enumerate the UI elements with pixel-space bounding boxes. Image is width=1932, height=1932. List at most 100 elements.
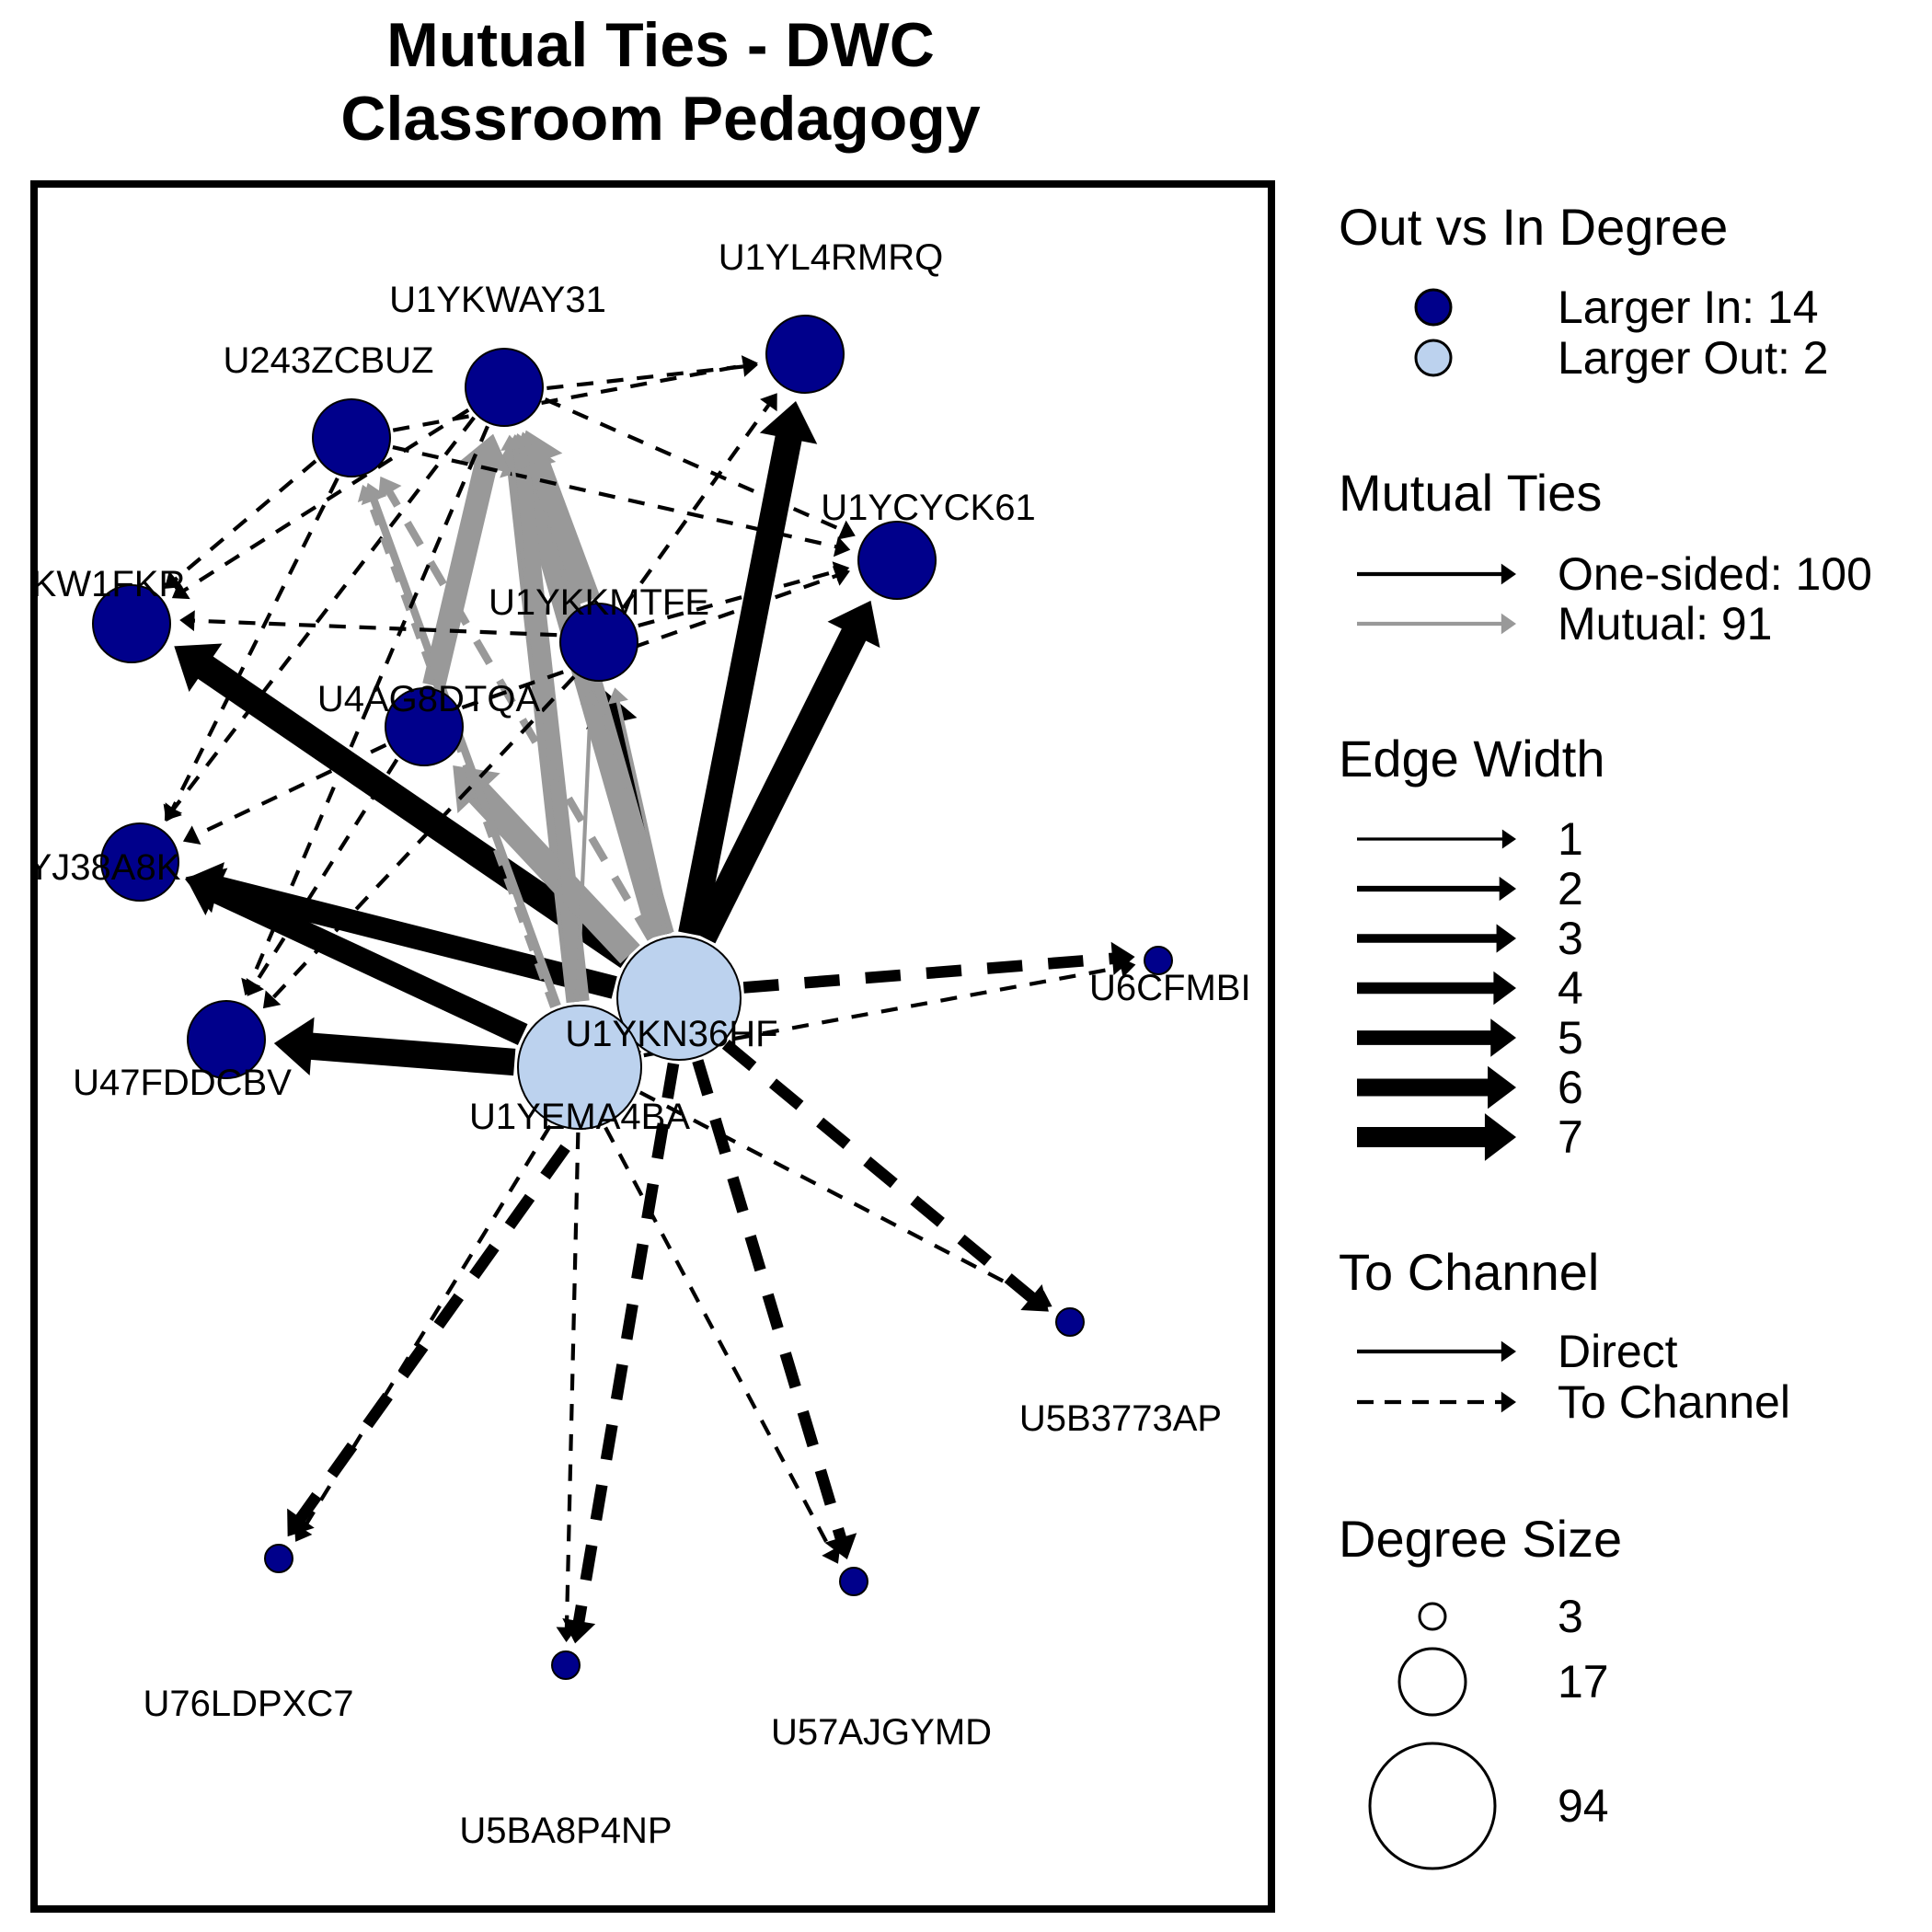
edge-u1ykn36hf-to-u1ykway31 — [516, 431, 669, 935]
legend-width-item-3: 3 — [1357, 913, 1583, 964]
edge-u1yema4ba-to-u1ykkmtfe — [575, 689, 602, 1002]
edge-u1ykn36hf-to-u1ykkmtfe — [607, 687, 673, 934]
edge-u1yema4ba-to-u6cfmbi — [643, 957, 1136, 1058]
edge-u1yema4ba-to-u76ldpxc7 — [293, 1124, 552, 1542]
legend-channel-title: To Channel — [1339, 1243, 1599, 1301]
node-u6cfmbi[interactable] — [1144, 946, 1173, 975]
edge-u243zcbuz-to-u1yl4rmrq — [392, 355, 758, 432]
node-label-u6cfmbi: U6CFMBI — [1089, 968, 1251, 1008]
edge-u1ykn36hf-to-u76ldpxc7 — [287, 1044, 641, 1537]
edge-u1yema4ba-to-u5b3773ap — [638, 1090, 1052, 1309]
legend-mutual-line — [1357, 613, 1516, 635]
edge-u1yema4ba-to-u47fddcbv — [273, 1017, 516, 1076]
legend-width-label-4: 4 — [1558, 962, 1583, 1014]
edge-u1ykn36hf-to-u57ajgymd — [692, 1059, 857, 1560]
node-label-u1ykn36hf: U1YKN36HF — [565, 1014, 777, 1054]
edge-u4ag8dtqa-to-u1ykway31 — [422, 433, 512, 689]
node-label-kw1fkr: KW1FKR — [32, 564, 186, 604]
legend-width-label-1: 1 — [1558, 813, 1583, 865]
edge-u243zcbuz-to-u1ycyck61 — [392, 445, 851, 558]
legend-larger-out-label: Larger Out: 2 — [1558, 332, 1829, 384]
node-u57ajgymd[interactable] — [839, 1567, 868, 1596]
node-u1yema4ba[interactable] — [517, 1005, 642, 1130]
edge-u1ykway31-to-u1ycyck61 — [544, 397, 856, 540]
node-u76ldpxc7[interactable] — [264, 1544, 293, 1573]
node-u1yl4rmrq[interactable] — [765, 315, 845, 394]
legend-to-channel-line — [1357, 1391, 1516, 1413]
edge-u1yema4ba-to-yj38a8k — [185, 868, 528, 1045]
node-u1ykway31[interactable] — [465, 348, 544, 427]
legend-one-sided-line — [1357, 563, 1516, 585]
legend-direct-label: Direct — [1558, 1326, 1678, 1377]
legend-width-item-5: 5 — [1357, 1012, 1583, 1064]
legend-width-item-7: 7 — [1357, 1111, 1583, 1163]
edge-u1ykn36hf-to-u243zcbuz — [377, 476, 654, 941]
edge-u1ykway31-to-u47fddcbv — [241, 425, 489, 996]
legend-size-small-circle — [1418, 1602, 1447, 1631]
node-label-u243zcbuz: U243ZCBUZ — [224, 340, 434, 381]
legend-to-channel-label: To Channel — [1558, 1376, 1790, 1428]
legend-width-item-1: 1 — [1357, 813, 1583, 865]
node-label-u1ykway31: U1YKWAY31 — [389, 280, 606, 320]
legend-width-title: Edge Width — [1339, 730, 1605, 788]
node-u243zcbuz[interactable] — [312, 398, 391, 477]
edge-u1ykway31-to-yj38a8k — [164, 416, 476, 822]
nodes-layer — [92, 315, 1173, 1680]
node-yj38a8k[interactable] — [100, 822, 179, 902]
node-u1ykn36hf[interactable] — [616, 936, 742, 1061]
legend-size-title: Degree Size — [1339, 1510, 1622, 1568]
edge-u4ag8dtqa-to-yj38a8k — [182, 742, 387, 845]
node-u1ycyck61[interactable] — [857, 521, 937, 600]
node-label-u1ykkmtfe: U1YKKMTFE — [489, 582, 709, 623]
edge-u1ykn36hf-to-u5b3773ap — [721, 1040, 1049, 1312]
node-label-yj38a8k: YJ38A8K — [28, 847, 181, 888]
legend-larger-in-swatch — [1414, 288, 1453, 327]
legend-size-small-label: 3 — [1558, 1591, 1583, 1642]
node-u5b3773ap[interactable] — [1055, 1307, 1085, 1337]
legend-width-label-3: 3 — [1558, 913, 1583, 964]
edge-u1ykn36hf-to-u5ba8p4np — [562, 1062, 680, 1644]
node-labels-layer: U1YL4RMRQ U1YKWAY31 U243ZCBUZ U1YCYCK61 KW1F… — [28, 237, 1251, 1851]
legend-width-item-2: 2 — [1357, 863, 1583, 914]
edge-u1yema4ba-to-u5ba8p4np — [556, 1132, 581, 1643]
edge-u1yema4ba-to-u57ajgymd — [604, 1126, 841, 1564]
figure-title-line-2: Classroom Pedagogy — [340, 84, 980, 154]
node-label-u1ycyck61: U1YCYCK61 — [821, 488, 1035, 528]
edge-u1ykway31-to-u1yl4rmrq — [546, 356, 758, 391]
legend-size-large-circle — [1368, 1742, 1497, 1870]
legend-mutual-label: Mutual: 91 — [1558, 598, 1772, 650]
edge-u1yema4ba-to-u1ykway31 — [500, 434, 575, 1003]
node-label-u4ag8dtqa: U4AG8DTQA — [317, 679, 541, 719]
edge-u1ykkmtfe-to-u47fddcbv — [262, 675, 576, 1009]
legend-width-label-5: 5 — [1558, 1012, 1583, 1064]
legend-width-label-7: 7 — [1558, 1111, 1583, 1163]
edge-u1ykn36hf-to-u1ycyck61 — [691, 600, 880, 944]
legend-size-large-label: 94 — [1558, 1780, 1609, 1832]
edge-u1yema4ba-to-u243zcbuz — [357, 484, 555, 1009]
node-label-u57ajgymd: U57AJGYMD — [771, 1712, 992, 1753]
node-u1ykkmtfe[interactable] — [559, 603, 638, 682]
legend-size-medium-label: 17 — [1558, 1656, 1609, 1708]
node-label-u5ba8p4np: U5BA8P4NP — [459, 1811, 672, 1851]
edges-layer — [163, 355, 1136, 1644]
node-u47fddcbv[interactable] — [187, 1000, 266, 1079]
legend-larger-out-swatch — [1414, 339, 1453, 377]
node-label-u5b3773ap: U5B3773AP — [1019, 1398, 1222, 1439]
edge-u1ykkmtfe-to-u1yl4rmrq — [622, 393, 777, 609]
legend-one-sided-label: One-sided: 100 — [1558, 548, 1872, 600]
node-kw1fkr[interactable] — [92, 584, 171, 663]
legend-width-item-6: 6 — [1357, 1062, 1583, 1113]
edge-u1ykn36hf-to-u1yl4rmrq — [678, 401, 818, 937]
plot-frame — [30, 180, 1275, 1913]
node-label-u47fddcbv: U47FDDCBV — [73, 1063, 292, 1103]
node-u4ag8dtqa[interactable] — [385, 687, 464, 766]
legend-size-medium-circle — [1397, 1647, 1467, 1717]
edge-u1ykway31-to-kw1fkr — [171, 408, 470, 600]
figure-title-line-1: Mutual Ties - DWC — [386, 10, 935, 80]
node-u5ba8p4np[interactable] — [551, 1650, 581, 1680]
node-label-u1yl4rmrq: U1YL4RMRQ — [719, 237, 944, 278]
legend-mutual-title: Mutual Ties — [1339, 464, 1602, 522]
node-label-u76ldpxc7: U76LDPXC7 — [143, 1684, 353, 1724]
